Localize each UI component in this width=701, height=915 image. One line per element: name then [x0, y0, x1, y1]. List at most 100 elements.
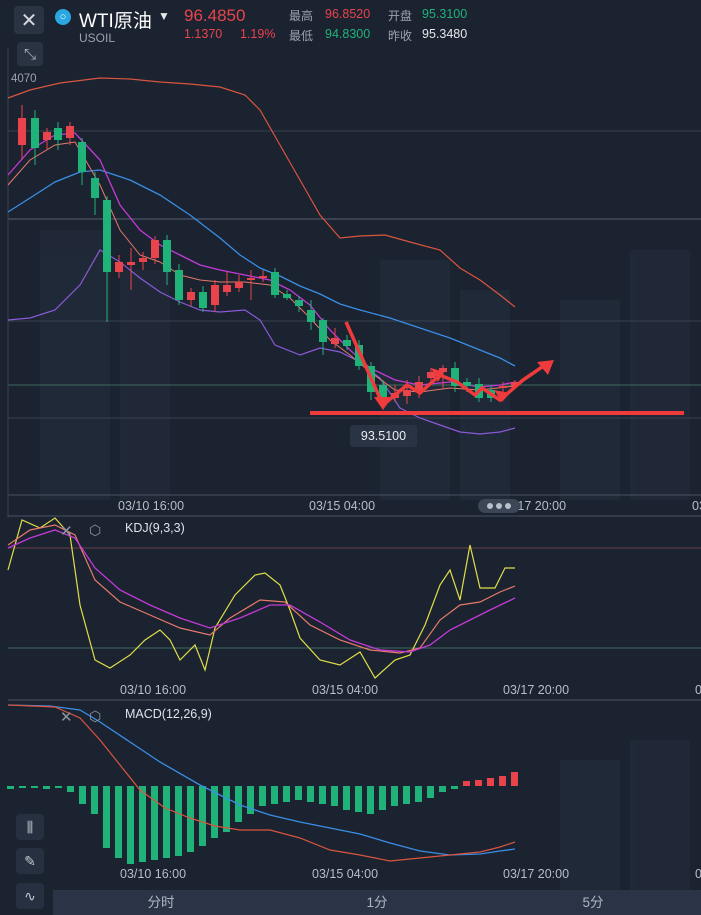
tab-5min[interactable]: 5分 — [582, 895, 604, 910]
macd-histogram-bar — [199, 786, 206, 846]
candle — [115, 262, 123, 272]
candle — [283, 294, 291, 298]
time-label-1: 03/10 16:00 — [118, 499, 185, 513]
macd-histogram-bar — [331, 786, 338, 806]
macd-chart[interactable]: MACD(12,26,9) ✕ ⬡ — [0, 702, 701, 890]
indicator-button[interactable]: ∿ — [16, 883, 44, 909]
candle — [307, 310, 315, 322]
macd-histogram-bar — [367, 786, 374, 814]
macd-histogram-bar — [91, 786, 98, 814]
caret-down-icon[interactable]: ▼ — [158, 9, 170, 23]
kdj-time-label-4: 03 — [695, 683, 701, 697]
macd-histogram-bar — [163, 786, 170, 858]
draw-button[interactable]: ✎ — [16, 848, 44, 874]
macd-histogram-bar — [223, 786, 230, 832]
macd-histogram-bar — [403, 786, 410, 804]
top-price-label: 4070 — [11, 73, 37, 85]
candle — [499, 386, 507, 388]
candle — [379, 385, 387, 402]
close-button[interactable]: ✕ — [14, 6, 44, 34]
price-change: 1.1370 — [184, 27, 223, 41]
macd-histogram-bar — [43, 786, 50, 789]
candle — [151, 240, 159, 258]
candle — [259, 276, 267, 278]
macd-histogram-bar — [259, 786, 266, 806]
low-label: 最低 — [289, 29, 314, 43]
macd-histogram-bar — [427, 786, 434, 798]
macd-histogram-bar — [187, 786, 194, 852]
candle — [235, 282, 243, 288]
macd-histogram-bar — [271, 786, 278, 804]
candle — [103, 200, 111, 272]
candle — [91, 178, 99, 198]
close-icon[interactable]: ✕ — [60, 709, 73, 726]
macd-histogram-bar — [463, 781, 470, 786]
macd-histogram-bar — [295, 786, 302, 800]
candle — [451, 368, 459, 386]
candle — [343, 340, 351, 346]
candle — [199, 292, 207, 308]
candlestick-button[interactable]: ⫼ — [16, 814, 44, 840]
hexagon-settings-icon[interactable]: ⬡ — [89, 708, 101, 724]
last-price: 96.4850 — [184, 6, 246, 25]
macd-time-label-2: 03/15 04:00 — [312, 867, 379, 881]
candle — [187, 292, 195, 300]
macd-histogram-bar — [511, 772, 518, 786]
time-label-2: 03/15 04:00 — [309, 499, 376, 513]
macd-label: MACD(12,26,9) — [125, 707, 212, 721]
hexagon-settings-icon[interactable]: ⬡ — [89, 522, 101, 538]
candle — [139, 258, 147, 262]
candle — [66, 126, 74, 138]
kdj-time-label-2: 03/15 04:00 — [312, 683, 379, 697]
candle — [511, 382, 519, 386]
tab-timeshare[interactable]: 分时 — [147, 895, 175, 910]
macd-histogram-bar — [415, 786, 422, 802]
pagination-dots[interactable] — [478, 499, 520, 513]
macd-histogram-bar — [67, 786, 74, 792]
candle — [163, 240, 171, 272]
macd-histogram-bar — [103, 786, 110, 848]
candle — [211, 285, 219, 305]
candle — [78, 142, 86, 172]
open-label: 开盘 — [388, 9, 413, 23]
candle — [223, 285, 231, 292]
candle — [54, 128, 62, 140]
macd-histogram-bar — [151, 786, 158, 860]
macd-histogram-bar — [19, 786, 26, 788]
macd-histogram-bar — [55, 786, 62, 788]
time-label-4: 03 — [692, 499, 701, 513]
shrink-button[interactable]: ⤡ — [17, 42, 43, 66]
macd-histogram-bar — [499, 776, 506, 786]
macd-histogram-bar — [379, 786, 386, 810]
macd-histogram-bar — [31, 786, 38, 788]
candle — [331, 338, 339, 344]
prev-close-value: 95.3480 — [422, 27, 468, 41]
prev-close-label: 昨收 — [388, 29, 413, 43]
candle — [18, 118, 26, 145]
kdj-chart[interactable]: KDJ(9,3,3) ✕ ⬡ — [0, 516, 701, 702]
kdj-label: KDJ(9,3,3) — [125, 521, 185, 535]
candle — [319, 320, 327, 342]
macd-histogram-bar — [139, 786, 146, 862]
high-label: 最高 — [289, 9, 314, 23]
candle — [415, 382, 423, 392]
candlestick-icon: ⫼ — [26, 818, 34, 835]
macd-histogram-bar — [115, 786, 122, 858]
candle — [403, 390, 411, 396]
candle — [463, 382, 471, 386]
tab-1min[interactable]: 1分 — [366, 895, 388, 910]
symbol-name[interactable]: WTI原油 — [79, 11, 152, 32]
shrink-icon: ⤡ — [23, 45, 36, 63]
macd-histogram-bar — [211, 786, 218, 838]
close-icon[interactable]: ✕ — [60, 523, 73, 540]
candlestick-chart[interactable]: 4070 — [0, 48, 701, 518]
kdj-time-label-1: 03/10 16:00 — [120, 683, 187, 697]
macd-histogram-bar — [127, 786, 134, 864]
macd-histogram-bar — [355, 786, 362, 812]
macd-histogram-bar — [343, 786, 350, 810]
candle — [439, 368, 447, 372]
macd-histogram-bar — [175, 786, 182, 856]
close-icon: ✕ — [20, 9, 38, 32]
marked-price-label: 93.5100 — [350, 425, 417, 447]
macd-histogram-bar — [391, 786, 398, 806]
